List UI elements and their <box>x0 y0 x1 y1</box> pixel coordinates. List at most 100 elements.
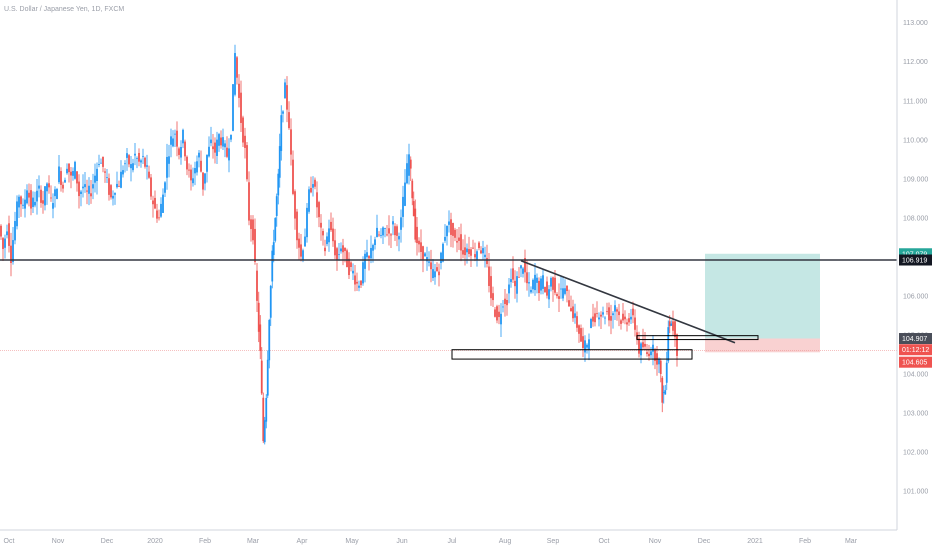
candle-body <box>360 280 362 286</box>
candle-body <box>468 249 470 255</box>
candle-body <box>236 57 238 78</box>
candle-body <box>628 318 630 323</box>
candle-body <box>263 420 266 443</box>
candle-body <box>396 226 398 236</box>
candle-body <box>340 248 342 252</box>
candle-body <box>667 327 670 362</box>
candle-body <box>164 182 166 193</box>
candle-body <box>514 280 516 287</box>
candle-body <box>286 85 288 110</box>
candle-body <box>10 245 12 263</box>
candle-body <box>488 266 490 286</box>
candle-body <box>224 143 226 148</box>
candle-body <box>450 219 452 235</box>
candle-body <box>130 164 132 169</box>
candle-body <box>158 217 160 219</box>
candle-body <box>140 160 142 163</box>
candle-body <box>366 252 368 258</box>
candle-body <box>156 210 158 219</box>
candle-body <box>257 302 260 332</box>
candle-body <box>118 185 120 187</box>
price-label-5: 104.605 <box>902 360 927 367</box>
x-tick-label: Dec <box>101 538 114 545</box>
candle-body <box>460 234 462 251</box>
candle-body <box>400 217 402 230</box>
candle-body <box>390 234 392 236</box>
candle-body <box>604 317 606 319</box>
y-tick-label: 101.000 <box>903 488 928 495</box>
candle-body <box>50 197 52 199</box>
candle-body <box>84 184 86 188</box>
candle-body <box>398 236 400 240</box>
x-tick-label: Mar <box>845 538 858 545</box>
candle-body <box>259 324 262 352</box>
candle-body <box>288 112 290 129</box>
candle-body <box>590 318 592 329</box>
candle-body <box>218 134 220 146</box>
x-tick-label: Oct <box>599 538 610 545</box>
candle-body <box>186 156 188 170</box>
candle-body <box>374 239 376 246</box>
candle-body <box>250 219 252 230</box>
candle-body <box>524 258 526 273</box>
candle-body <box>278 146 281 178</box>
candle-body <box>184 141 186 157</box>
x-tick-label: Nov <box>52 538 65 545</box>
candle-body <box>18 196 20 208</box>
candle-body <box>4 238 6 248</box>
candle-body <box>80 191 82 195</box>
candle-body <box>298 238 300 248</box>
candle-body <box>182 129 184 144</box>
candle-body <box>266 359 269 396</box>
candle-body <box>110 185 112 198</box>
candle-body <box>652 344 654 352</box>
candle-body <box>418 240 420 245</box>
candle-body <box>402 196 404 217</box>
candle-body <box>464 247 466 256</box>
price-label-bg-1 <box>899 248 932 260</box>
candle-body <box>380 235 382 237</box>
candle-body <box>102 156 104 167</box>
candle-body <box>352 270 354 274</box>
candle-body <box>580 328 582 342</box>
candle-body <box>310 187 312 193</box>
candle-body <box>277 173 280 196</box>
candle-body <box>242 117 244 143</box>
y-tick-label: 111.000 <box>903 98 927 105</box>
y-tick-label: 104.000 <box>903 371 928 378</box>
candle-body <box>96 168 98 182</box>
candle-body <box>332 228 334 242</box>
candle-body <box>272 242 275 256</box>
candle-body <box>34 201 36 206</box>
candle-body <box>490 276 492 299</box>
candle-body <box>56 189 58 199</box>
candle-body <box>70 171 72 176</box>
x-tick-label: Mar <box>247 538 260 545</box>
candle-body <box>304 236 306 247</box>
candle-body <box>244 135 246 148</box>
candle-body <box>88 185 90 194</box>
candle-body <box>116 183 118 188</box>
candle-body <box>220 137 222 146</box>
candle-body <box>200 160 202 172</box>
candle-body <box>208 146 210 157</box>
candle-body <box>382 227 384 236</box>
candle-body <box>296 211 298 241</box>
candle-body <box>478 242 480 249</box>
candle-body <box>566 285 568 292</box>
candle-body <box>598 317 600 320</box>
candle-body <box>265 397 268 422</box>
candle-body <box>269 285 272 318</box>
candle-body <box>622 313 624 321</box>
candle-body <box>314 179 316 187</box>
candle-body <box>176 130 178 147</box>
candle-body <box>212 146 214 150</box>
candle-body <box>344 247 346 251</box>
candle-body <box>394 226 396 236</box>
candle-body <box>498 311 500 318</box>
candle-body <box>8 223 10 246</box>
candle-body <box>618 311 620 316</box>
candle-body <box>320 222 322 228</box>
